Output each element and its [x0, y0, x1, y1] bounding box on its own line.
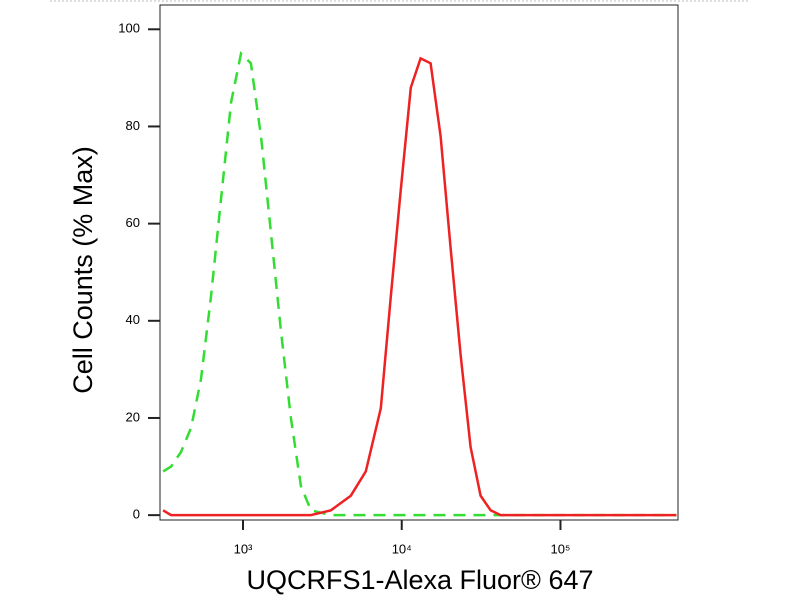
y-tick-label: 20	[126, 409, 140, 424]
y-tick-label: 40	[126, 312, 140, 327]
x-tick-label: 10⁵	[551, 541, 571, 556]
x-axis-title: UQCRFS1-Alexa Fluor® 647	[246, 565, 593, 595]
y-tick-label: 60	[126, 215, 140, 230]
histogram-line	[162, 51, 677, 517]
y-tick-label: 0	[133, 507, 140, 522]
y-tick-label: 100	[118, 21, 140, 36]
y-axis-title: Cell Counts (% Max)	[68, 146, 98, 394]
y-tick-label: 80	[126, 118, 140, 133]
plot-frame	[159, 4, 679, 521]
x-tick-label: 10³	[234, 541, 253, 556]
histogram-line	[162, 56, 677, 517]
x-tick-label: 10⁴	[392, 541, 412, 556]
